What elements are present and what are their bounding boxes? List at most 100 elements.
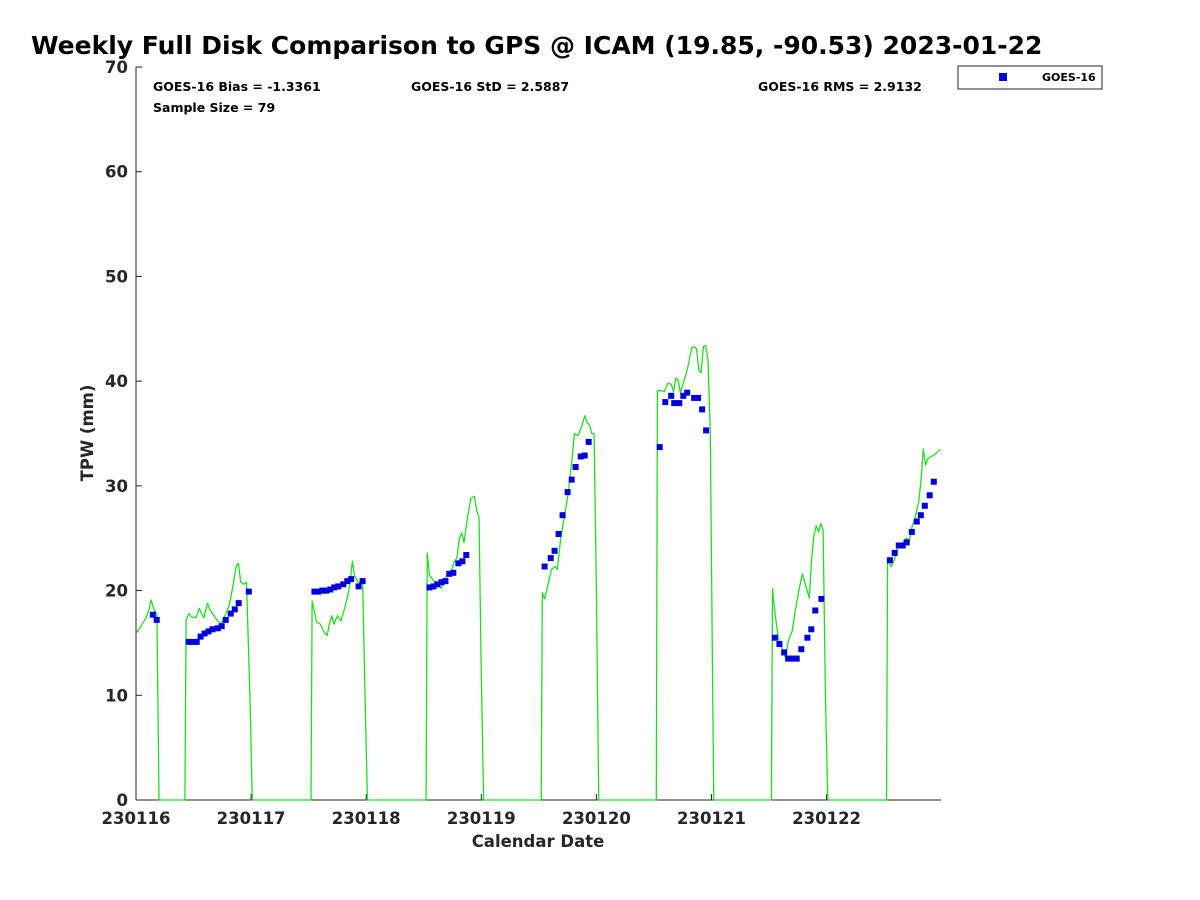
goes16-point [671, 400, 678, 407]
plot-background [136, 67, 941, 800]
goes16-point [668, 392, 675, 399]
goes16-point [541, 563, 548, 570]
goes16-point [438, 579, 445, 586]
goes16-point [434, 581, 441, 588]
goes16-point [812, 607, 819, 614]
goes16-point [245, 588, 252, 595]
goes16-point [785, 655, 792, 662]
goes16-point [684, 389, 691, 396]
x-axis-ticks: 230116 230117 230118 230119 230120 230121 2301… [102, 794, 861, 828]
goes16-point [699, 406, 706, 413]
goes16-point [227, 610, 234, 617]
goes16-point [789, 655, 796, 662]
goes16-point [459, 558, 466, 565]
goes16-point [577, 453, 584, 460]
legend: GOES-16 [957, 65, 1103, 90]
y-axis-label: TPW (mm) [78, 385, 97, 482]
goes16-point [344, 578, 351, 585]
goes16-point [185, 638, 192, 645]
goes16-point [895, 542, 902, 549]
goes16-point [656, 444, 663, 451]
goes16-point [231, 606, 238, 613]
goes16-point [201, 630, 208, 637]
goes16-point [808, 626, 815, 633]
goes16-point [891, 549, 898, 556]
goes16-point [926, 492, 933, 499]
goes16-point [899, 542, 906, 549]
goes16-point [455, 560, 462, 567]
goes16-point [703, 427, 710, 434]
x-tick-label: 230117 [217, 809, 286, 828]
y-tick-label: 50 [105, 267, 128, 286]
goes16-point [771, 634, 778, 641]
sample-size-annotation: Sample Size = 79 [153, 100, 275, 115]
goes16-point [776, 641, 783, 647]
goes16-point [917, 512, 924, 519]
goes16-point [323, 587, 330, 594]
goes16-point [209, 626, 216, 633]
goes16-point [426, 584, 433, 591]
std-annotation: GOES-16 StD = 2.5887 [411, 79, 569, 94]
goes16-point [585, 438, 592, 445]
x-axis-label: Calendar Date [472, 832, 605, 851]
y-tick-label: 70 [105, 58, 128, 77]
goes16-point [450, 569, 457, 576]
goes16-point [555, 531, 562, 537]
goes16-point [903, 539, 910, 546]
goes16-point [205, 628, 212, 635]
x-tick-label: 230119 [447, 809, 516, 828]
y-tick-label: 30 [105, 477, 128, 496]
goes16-point [430, 583, 437, 590]
y-tick-label: 10 [105, 686, 128, 705]
rms-annotation: GOES-16 RMS = 2.9132 [758, 79, 922, 94]
y-axis-ticks: 0 10 20 30 40 50 60 70 [105, 58, 142, 810]
bias-annotation: GOES-16 Bias = -1.3361 [153, 79, 321, 94]
goes16-point [149, 611, 156, 618]
goes16-point [691, 394, 698, 401]
y-tick-label: 20 [105, 582, 128, 601]
goes16-point [442, 578, 449, 585]
legend-box [957, 65, 1103, 90]
goes16-point [662, 399, 669, 406]
y-tick-label: 40 [105, 372, 128, 391]
goes16-point [335, 583, 342, 590]
goes16-point [547, 555, 554, 562]
goes16-point [818, 595, 825, 602]
goes16-point [680, 392, 687, 399]
goes16-point [463, 552, 470, 558]
x-tick-label: 230116 [102, 809, 171, 828]
goes16-point [331, 584, 338, 591]
goes16-point [921, 502, 928, 509]
plot-area: 0 10 20 30 40 50 60 70 230116 230117 230118 230119… [102, 58, 941, 828]
x-tick-label: 230122 [792, 809, 861, 828]
goes16-point [551, 547, 558, 554]
goes16-point [197, 633, 204, 640]
goes16-point [319, 587, 326, 594]
goes16-point [222, 616, 229, 623]
chart-title: Weekly Full Disk Comparison to GPS @ ICA… [31, 31, 1042, 60]
goes16-point [446, 570, 453, 577]
goes16-point [359, 578, 366, 585]
goes16-point [581, 452, 588, 459]
x-tick-label: 230120 [562, 809, 631, 828]
goes16-series [149, 389, 937, 662]
goes16-point [564, 489, 571, 496]
goes16-point [804, 634, 811, 641]
goes16-point [908, 528, 915, 535]
legend-label-goes16: GOES-16 [1042, 71, 1096, 84]
goes16-point [572, 464, 579, 470]
goes16-point [311, 588, 318, 595]
goes16-point [340, 581, 347, 588]
goes16-point [568, 476, 575, 483]
goes16-point [153, 616, 160, 623]
goes16-point [676, 400, 683, 407]
goes16-point [214, 625, 221, 632]
goes16-point [913, 518, 920, 525]
goes16-point [193, 638, 200, 645]
goes16-point [235, 600, 242, 607]
goes16-point [793, 655, 800, 662]
goes16-point [315, 588, 322, 595]
y-tick-label: 60 [105, 163, 128, 182]
goes16-point [798, 646, 805, 653]
